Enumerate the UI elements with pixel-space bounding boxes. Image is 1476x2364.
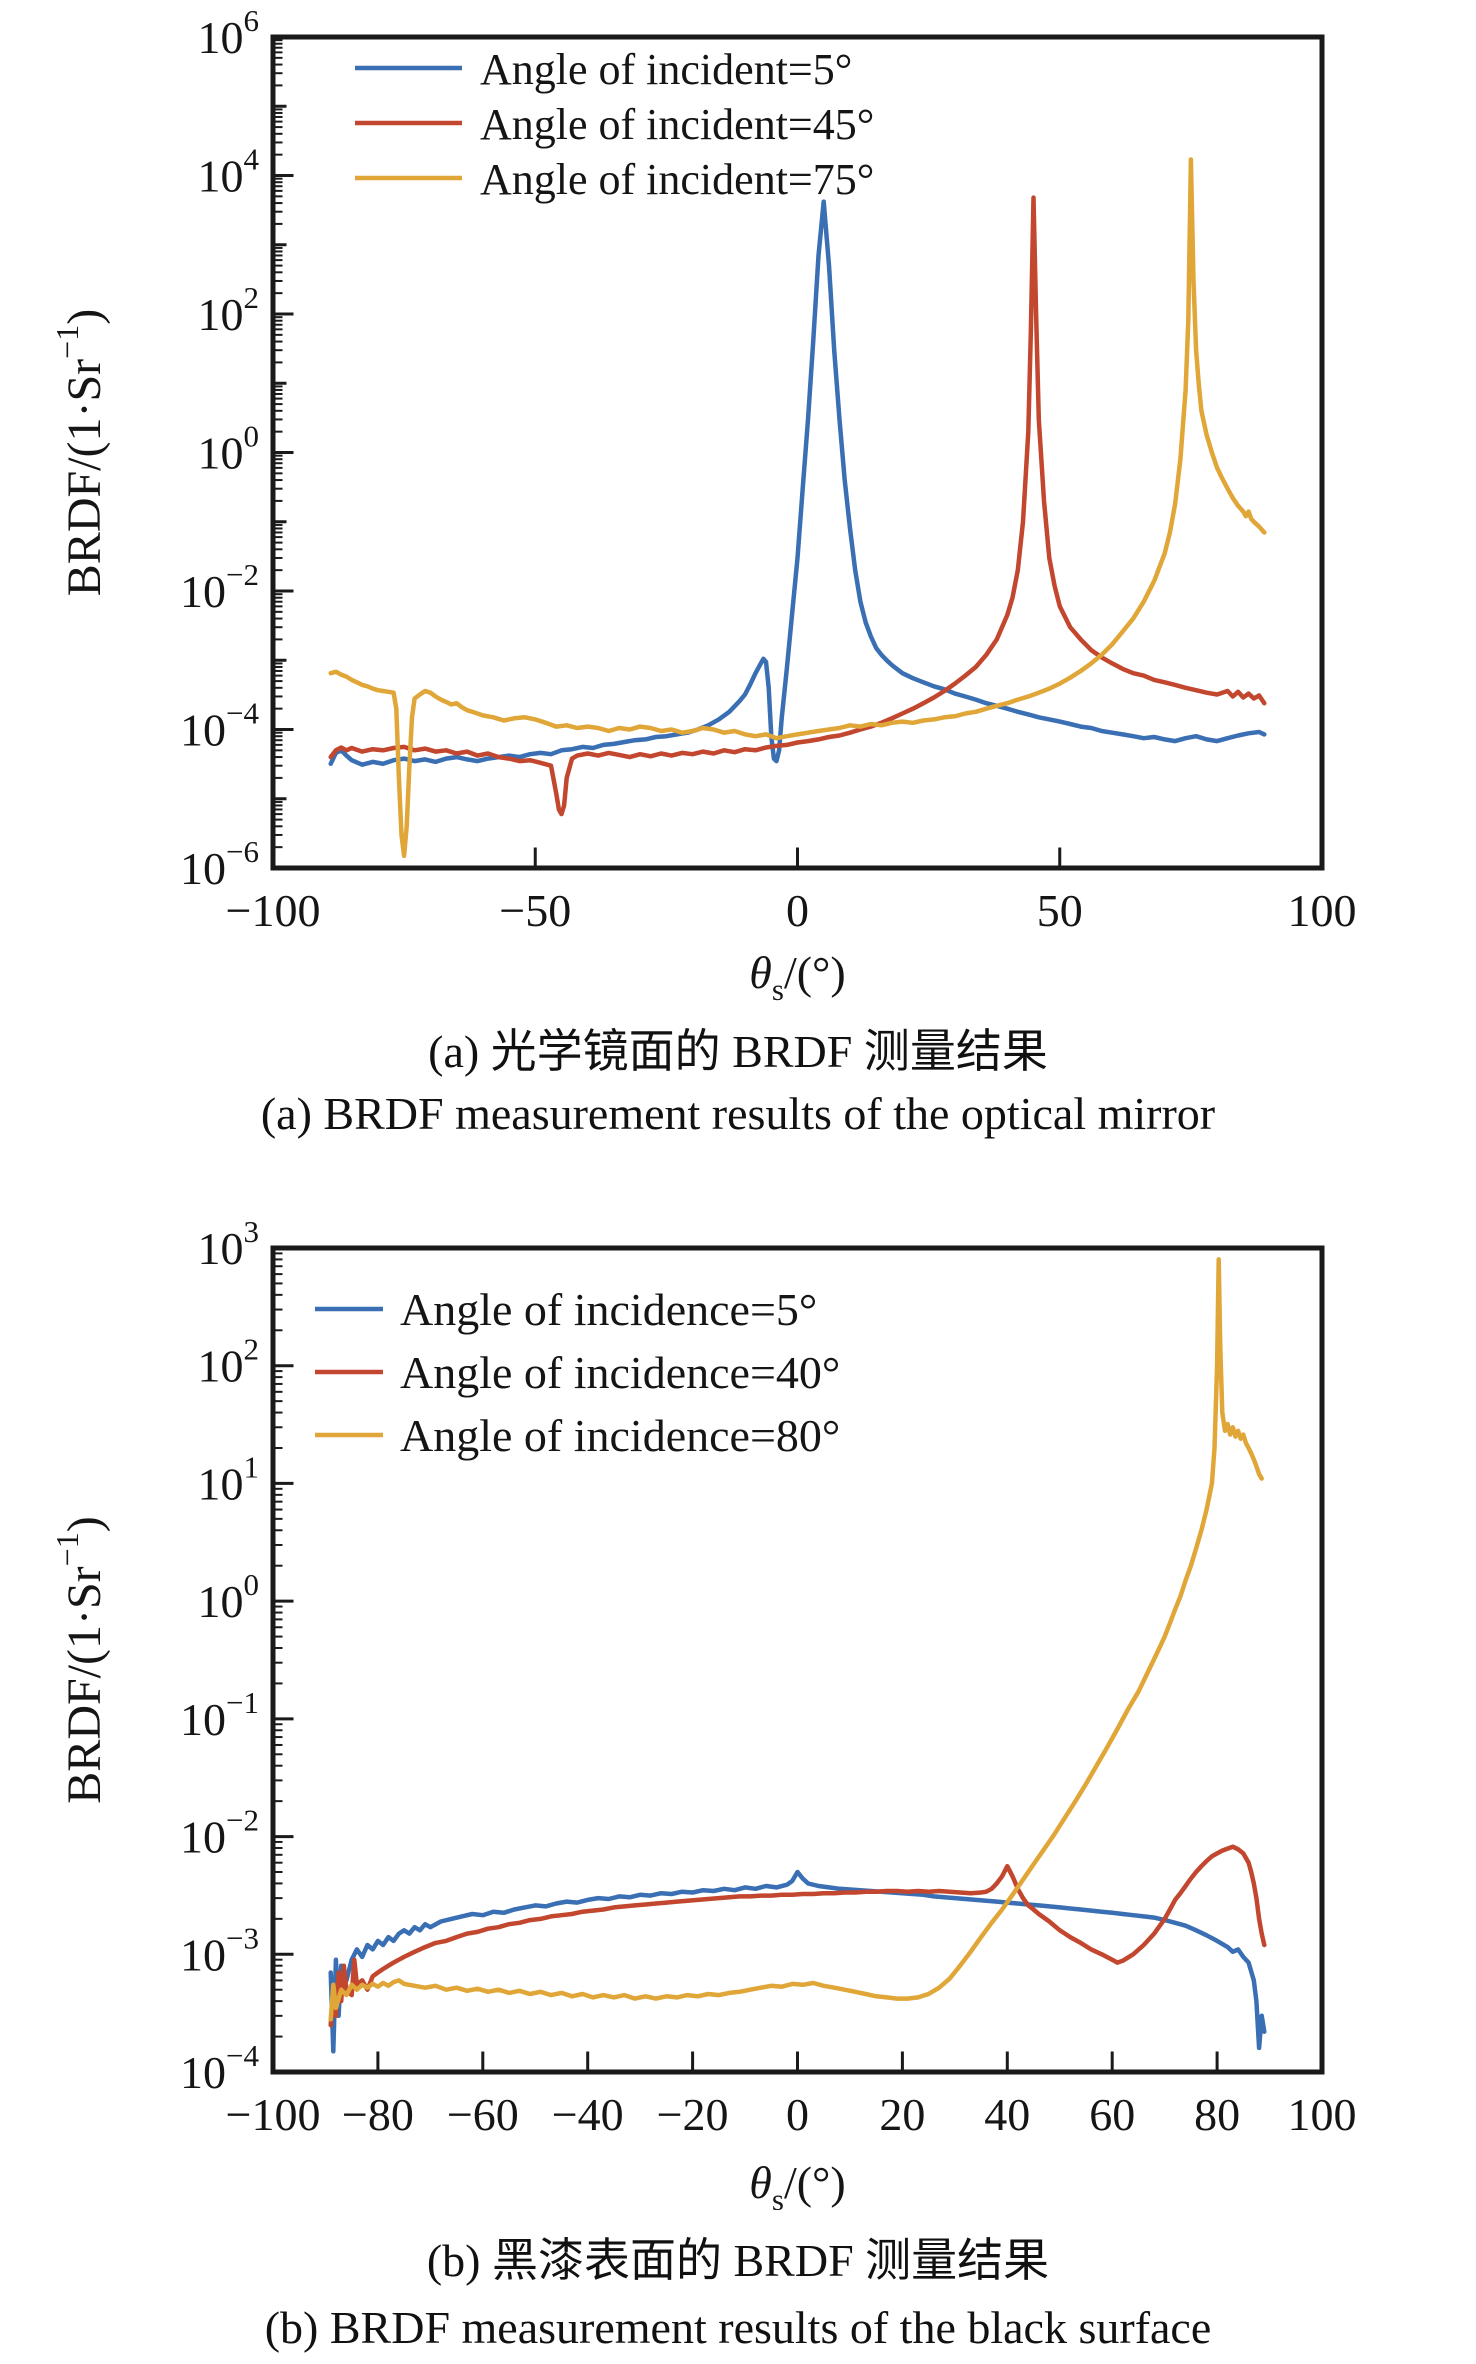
plot-frame [270, 34, 1325, 871]
y-tick-label: 10−2 [180, 1803, 259, 1863]
y-tick-label: 102 [198, 280, 260, 340]
y-axis-label: BRDF/(1·Sr−1) [49, 1516, 111, 1803]
x-axis-label: θs/(°) [749, 947, 846, 1007]
y-tick-label: 106 [198, 3, 260, 63]
y-tick-label: 10−2 [180, 557, 259, 617]
y-tick-label: 100 [198, 1567, 260, 1627]
legend-label: Angle of incident=75° [480, 155, 874, 204]
x-tick-label: −100 [226, 2089, 321, 2140]
x-tick-label: −50 [499, 885, 571, 936]
y-tick-label: 101 [198, 1449, 260, 1509]
series-line-Angle of incidence=80° [328, 1257, 1264, 2022]
x-axis-label: θs/(°) [749, 2157, 846, 2210]
y-tick-label: 102 [198, 1332, 260, 1392]
caption-b-en: (b) BRDF measurement results of the blac… [264, 2302, 1212, 2353]
caption-a-zh: (a) 光学镜面的 BRDF 测量结果 [428, 1026, 1048, 1077]
caption-b-zh: (b) 黑漆表面的 BRDF 测量结果 [426, 2235, 1050, 2286]
x-tick-label: 100 [1288, 885, 1357, 936]
x-tick-label: 0 [786, 885, 809, 936]
x-tick-label: −60 [447, 2089, 519, 2140]
x-tick-label: 100 [1288, 2089, 1357, 2140]
x-tick-label: 0 [786, 2089, 809, 2140]
series-line-Angle of incident=75° [328, 157, 1267, 859]
x-tick-label: −40 [552, 2089, 624, 2140]
x-tick-label: 40 [984, 2089, 1030, 2140]
y-tick-label: 104 [198, 142, 260, 202]
x-tick-label: 60 [1089, 2089, 1135, 2140]
series-line-Angle of incidence=5° [328, 1869, 1267, 2054]
legend-label: Angle of incident=5° [480, 45, 852, 94]
legend-label: Angle of incident=45° [480, 100, 874, 149]
y-tick-label: 100 [198, 419, 260, 479]
series-line-Angle of incident=5° [328, 199, 1267, 767]
y-tick-label: 10−1 [180, 1685, 259, 1745]
y-tick-label: 103 [198, 1214, 260, 1274]
y-tick-label: 10−4 [180, 696, 259, 756]
x-tick-label: −100 [226, 885, 321, 936]
y-tick-label: 10−3 [180, 1920, 259, 1980]
series-line-Angle of incident=45° [328, 195, 1267, 817]
x-tick-label: 50 [1037, 885, 1083, 936]
legend-label: Angle of incidence=80° [400, 1410, 840, 1461]
y-axis-label: BRDF/(1·Sr−1) [49, 309, 111, 596]
x-tick-label: 20 [879, 2089, 925, 2140]
x-tick-label: −20 [657, 2089, 729, 2140]
plot-frame [270, 1245, 1325, 2075]
x-tick-label: 80 [1194, 2089, 1240, 2140]
legend-label: Angle of incidence=5° [400, 1284, 817, 1335]
legend-label: Angle of incidence=40° [400, 1347, 840, 1398]
series-line-Angle of incidence=40° [328, 1844, 1267, 2028]
caption-a-en: (a) BRDF measurement results of the opti… [260, 1088, 1216, 1139]
x-tick-label: −80 [342, 2089, 414, 2140]
